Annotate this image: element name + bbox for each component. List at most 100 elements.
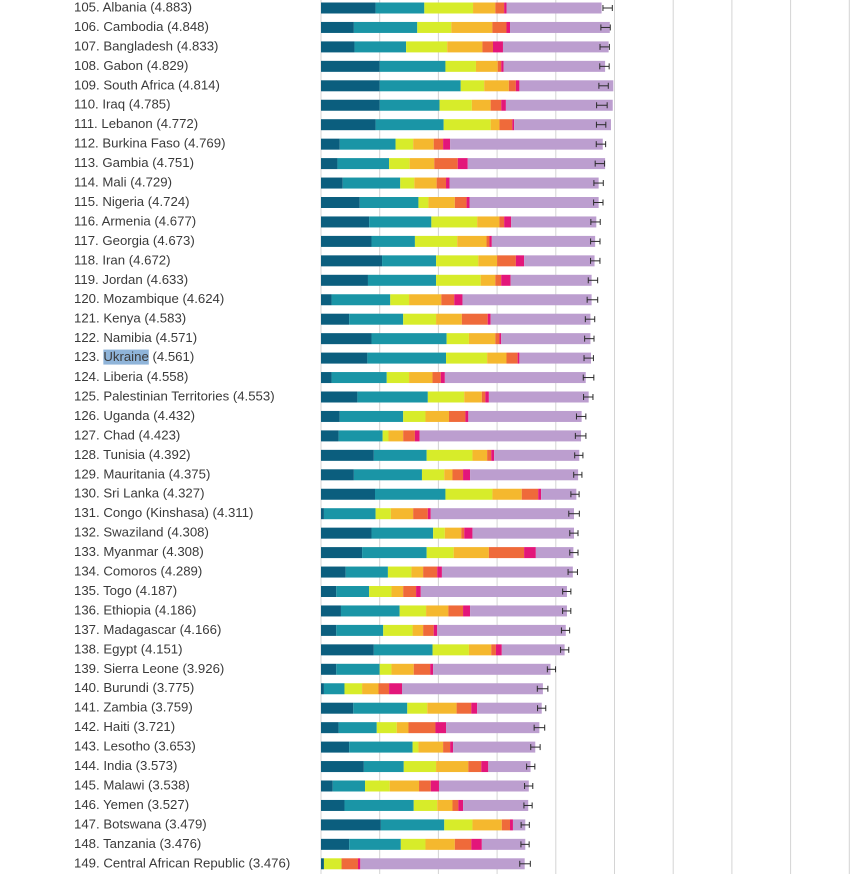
bar-segment-freedom <box>409 294 442 306</box>
bar-segment-corruption <box>414 430 420 442</box>
table-row: 135. Togo (4.187) <box>74 583 572 598</box>
bar-segment-corruption <box>501 99 506 111</box>
table-row: 131. Congo (Kinshasa) (4.311) <box>74 505 580 520</box>
table-row: 146. Yemen (3.527) <box>74 797 533 812</box>
country-label: 127. Chad (4.423) <box>74 427 180 442</box>
bar-segment-social <box>371 333 447 345</box>
bar-segment-corruption <box>471 838 482 850</box>
country-label: 126. Uganda (4.432) <box>74 408 195 423</box>
bar-segment-gdp <box>321 799 345 811</box>
bar-segment-social <box>349 741 413 753</box>
table-row: 130. Sri Lanka (4.327) <box>74 486 580 501</box>
bar-segment-freedom <box>428 197 455 208</box>
bar-segment-generosity <box>423 624 434 636</box>
bar-segment-social <box>353 702 408 714</box>
bar-segment-social <box>337 158 390 170</box>
bar-segment-generosity <box>468 761 482 773</box>
bar-segment-social <box>371 235 415 247</box>
bar-segment-residual <box>444 372 586 384</box>
bar-segment-residual <box>491 235 596 247</box>
bar-segment-residual <box>503 60 606 72</box>
bar-segment-generosity <box>436 177 447 189</box>
bar-segment-residual <box>430 508 574 520</box>
bar-segment-social <box>373 449 427 461</box>
bar-segment-generosity <box>495 2 505 14</box>
bar-segment-generosity <box>452 469 464 481</box>
table-row: 138. Egypt (4.151) <box>74 641 570 656</box>
bar-segment-residual <box>472 527 574 539</box>
bar-segment-freedom <box>490 119 500 131</box>
bar-segment-gdp <box>321 469 354 481</box>
bar-segment-corruption <box>492 41 503 53</box>
bar-segment-generosity <box>448 605 464 617</box>
country-label: 143. Lesotho (3.653) <box>74 739 196 754</box>
bar-segment-freedom <box>411 566 424 578</box>
bar-segment-social <box>379 99 440 111</box>
bar-segment-corruption <box>524 547 536 559</box>
country-label: 116. Armenia (4.677) <box>74 213 196 228</box>
bar-segment-social <box>375 119 444 131</box>
bar-segment-generosity <box>448 410 466 422</box>
bar-segment-residual <box>446 722 540 734</box>
bar-segment-residual <box>477 702 542 714</box>
bar-segment-residual <box>450 138 603 150</box>
bar-segment-generosity <box>491 644 496 656</box>
bar-segment-generosity <box>499 119 513 131</box>
bar-segment-corruption <box>506 21 511 33</box>
bar-segment-corruption <box>430 780 439 792</box>
bar-segment-generosity <box>456 702 472 714</box>
bar-segment-generosity <box>423 566 438 578</box>
bar-segment-health <box>412 741 419 753</box>
bar-segment-freedom <box>451 21 493 33</box>
bar-segment-social <box>338 430 383 442</box>
bar-segment-generosity <box>497 255 516 267</box>
table-row: 117. Georgia (4.673) <box>74 233 601 248</box>
chart-rows: 105. Albania (4.883) 106. Cambodia (4.848… <box>74 0 614 870</box>
bar-segment-gdp <box>321 566 346 578</box>
bar-segment-gdp <box>321 80 380 92</box>
bar-segment-corruption <box>458 799 464 811</box>
bar-segment-health <box>436 255 479 267</box>
bar-segment-gdp <box>321 21 354 33</box>
bar-segment-corruption <box>463 469 471 481</box>
table-row: 108. Gabon (4.829) <box>74 58 610 73</box>
table-row: 129. Mauritania (4.375) <box>74 466 583 481</box>
bar-segment-corruption <box>433 624 438 636</box>
bar-segment-social <box>344 799 414 811</box>
bar-segment-gdp <box>321 605 341 617</box>
country-label: 141. Zambia (3.759) <box>74 700 193 715</box>
bar-segment-generosity <box>482 41 493 53</box>
bar-segment-health <box>427 391 465 403</box>
bar-segment-corruption <box>465 410 469 422</box>
bar-segment-residual <box>438 780 529 792</box>
bar-segment-social <box>359 197 419 208</box>
bar-segment-health <box>389 158 410 170</box>
bar-segment-social <box>379 80 461 92</box>
bar-segment-gdp <box>321 99 380 111</box>
bar-segment-residual <box>419 430 582 442</box>
table-row: 105. Albania (4.883) <box>74 0 613 14</box>
bar-segment-corruption <box>463 605 471 617</box>
bar-segment-corruption <box>450 741 454 753</box>
bar-segment-corruption <box>466 197 470 208</box>
bar-segment-corruption <box>389 683 403 695</box>
bar-segment-freedom <box>418 741 444 753</box>
bar-segment-generosity <box>490 99 502 111</box>
bar-segment-corruption <box>437 566 442 578</box>
bar-segment-gdp <box>321 177 343 189</box>
bar-segment-generosity <box>508 80 516 92</box>
bar-segment-social <box>353 21 418 33</box>
country-label: 115. Nigeria (4.724) <box>74 194 190 209</box>
table-row: 145. Malawi (3.538) <box>74 777 534 792</box>
table-row: 126. Uganda (4.432) <box>74 408 587 423</box>
table-row: 132. Swaziland (4.308) <box>74 525 579 540</box>
bar-segment-gdp <box>321 294 332 306</box>
bar-segment-residual <box>524 255 595 267</box>
bar-segment-residual <box>514 119 611 131</box>
table-row: 115. Nigeria (4.724) <box>74 194 604 209</box>
country-label: 149. Central African Republic (3.476) <box>74 855 290 870</box>
bar-segment-corruption <box>440 372 445 384</box>
table-row: 142. Haiti (3.721) <box>74 719 546 734</box>
bar-segment-corruption <box>481 761 489 773</box>
bar-segment-residual <box>510 21 610 33</box>
